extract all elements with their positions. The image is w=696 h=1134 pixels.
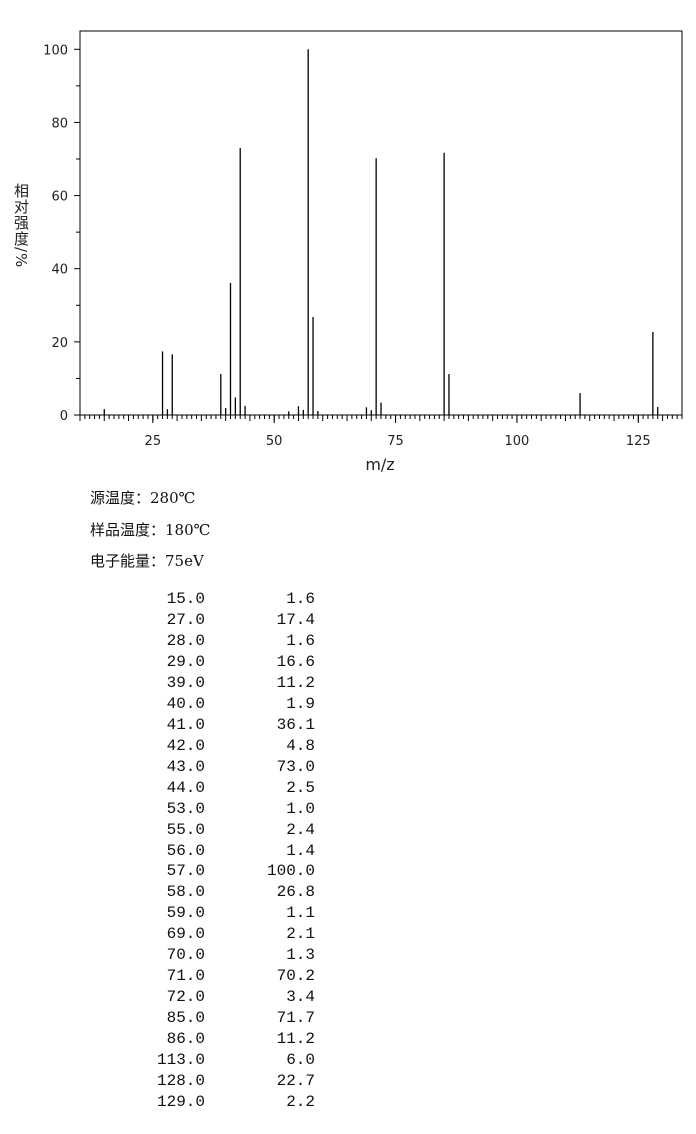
intensity-cell: 1.3 bbox=[286, 946, 315, 965]
intensity-cell: 100.0 bbox=[266, 862, 315, 881]
intensity-cell: 11.2 bbox=[276, 673, 315, 692]
intensity-cell: 16.6 bbox=[276, 652, 315, 671]
info-line: 源温度：280℃ bbox=[90, 489, 196, 507]
x-axis-label: m/z bbox=[365, 455, 394, 474]
y-tick-label: 80 bbox=[51, 116, 68, 131]
intensity-cell: 1.4 bbox=[286, 841, 315, 860]
intensity-cell: 17.4 bbox=[276, 610, 315, 629]
intensity-cell: 6.0 bbox=[286, 1051, 315, 1070]
y-axis-label: 相对强度/% bbox=[12, 183, 30, 269]
mass-cell: 56.0 bbox=[166, 841, 205, 860]
y-tick-label: 60 bbox=[51, 190, 68, 205]
plot-frame bbox=[79, 30, 683, 416]
intensity-cell: 73.0 bbox=[276, 757, 315, 776]
intensity-cell: 2.1 bbox=[286, 925, 315, 944]
mass-cell: 27.0 bbox=[166, 610, 205, 629]
mass-cell: 44.0 bbox=[166, 778, 205, 797]
mass-cell: 59.0 bbox=[166, 904, 205, 923]
mass-cell: 71.0 bbox=[166, 967, 205, 986]
mass-cell: 39.0 bbox=[166, 673, 205, 692]
mass-cell: 53.0 bbox=[166, 799, 205, 818]
mass-cell: 29.0 bbox=[166, 652, 205, 671]
intensity-cell: 11.2 bbox=[276, 1030, 315, 1049]
mass-cell: 129.0 bbox=[156, 1093, 205, 1112]
mass-cell: 69.0 bbox=[166, 925, 205, 944]
intensity-cell: 3.4 bbox=[286, 988, 315, 1007]
mass-cell: 28.0 bbox=[166, 631, 205, 650]
intensity-cell: 2.4 bbox=[286, 820, 315, 839]
y-tick-label: 100 bbox=[43, 43, 68, 58]
intensity-cell: 26.8 bbox=[276, 883, 315, 902]
mass-cell: 128.0 bbox=[156, 1072, 205, 1091]
mass-cell: 85.0 bbox=[166, 1009, 205, 1028]
intensity-cell: 1.1 bbox=[286, 904, 315, 923]
mass-cell: 113.0 bbox=[156, 1051, 205, 1070]
mass-cell: 41.0 bbox=[166, 715, 205, 734]
intensity-cell: 70.2 bbox=[276, 967, 315, 986]
info-line: 样品温度：180℃ bbox=[90, 520, 211, 539]
x-tick-label: 50 bbox=[266, 434, 283, 449]
mass-cell: 72.0 bbox=[166, 988, 205, 1007]
intensity-cell: 22.7 bbox=[276, 1072, 315, 1091]
x-tick-label: 25 bbox=[145, 434, 162, 449]
x-tick-label: 100 bbox=[505, 434, 530, 449]
mass-cell: 57.0 bbox=[166, 862, 205, 881]
info-line: 电子能量：75eV bbox=[90, 552, 204, 570]
intensity-cell: 2.2 bbox=[286, 1093, 315, 1112]
y-tick-label: 20 bbox=[51, 336, 68, 351]
x-tick-label: 75 bbox=[387, 434, 404, 449]
mass-cell: 70.0 bbox=[166, 946, 205, 965]
x-tick-label: 125 bbox=[626, 434, 651, 449]
intensity-cell: 1.9 bbox=[286, 694, 315, 713]
intensity-cell: 1.6 bbox=[286, 590, 315, 608]
mass-cell: 58.0 bbox=[166, 883, 205, 902]
mass-cell: 55.0 bbox=[166, 820, 205, 839]
intensity-cell: 36.1 bbox=[276, 715, 315, 734]
intensity-cell: 71.7 bbox=[276, 1009, 315, 1028]
intensity-cell: 1.0 bbox=[286, 799, 315, 818]
mass-cell: 40.0 bbox=[166, 694, 205, 713]
mass-cell: 15.0 bbox=[166, 590, 205, 608]
mass-cell: 43.0 bbox=[166, 757, 205, 776]
chart: m/z 25 50 75 100 125 0 20 40 60 80 100 bbox=[43, 30, 683, 474]
intensity-cell: 1.6 bbox=[286, 631, 315, 650]
intensity-cell: 2.5 bbox=[286, 778, 315, 797]
intensity-cell: 4.8 bbox=[286, 736, 315, 755]
mass-cell: 42.0 bbox=[166, 736, 205, 755]
mass-cell: 86.0 bbox=[166, 1030, 205, 1049]
y-tick-label: 40 bbox=[51, 263, 68, 278]
y-tick-label: 0 bbox=[60, 409, 68, 424]
